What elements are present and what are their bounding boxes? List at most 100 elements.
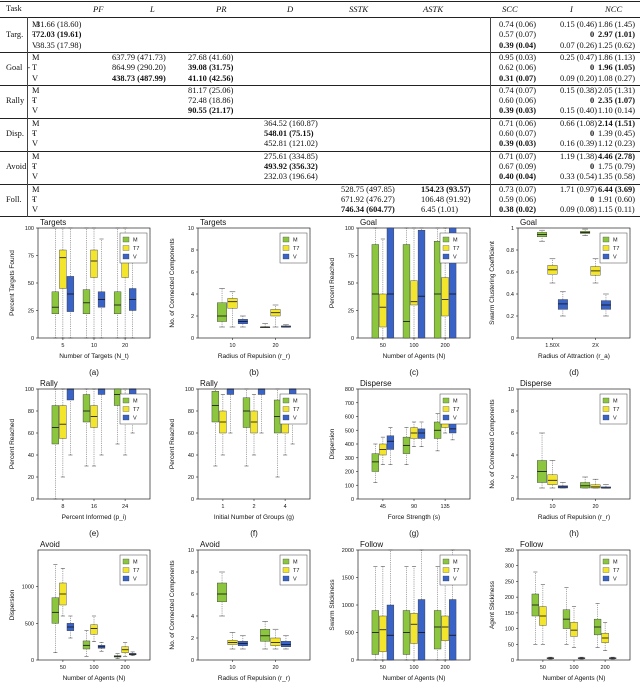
box-T	[59, 249, 67, 289]
legend-swatch-T	[122, 406, 130, 412]
row-variant: T	[32, 30, 38, 40]
legend-label: V	[453, 255, 457, 261]
table-cell-scc: 0.60 (0.07)	[499, 129, 536, 138]
table-cell-i: 0.07 (0.26)	[560, 40, 597, 50]
y-tick-label: 100	[25, 226, 34, 232]
table-cell-ncc: 6.44 (3.69)	[598, 184, 635, 194]
x-tick-label: 200	[121, 665, 130, 671]
legend-label: M	[133, 560, 138, 566]
table-cell-d: 232.03 (196.64)	[264, 172, 318, 182]
group-rule	[0, 51, 640, 53]
box-T	[59, 405, 67, 439]
y-tick-label: 2	[511, 475, 514, 481]
x-axis-label: Radius of Repulsion (r_r)	[218, 675, 290, 682]
legend-label: T7	[293, 407, 299, 413]
y-tick-label: 1	[511, 226, 514, 232]
y-tick-label: 0	[351, 658, 354, 664]
panel-caption: (f)	[250, 529, 258, 538]
table-cell-l: 637.79 (471.73)	[112, 52, 166, 62]
table-cell-pr: 27.68 (41.60)	[188, 52, 234, 62]
x-tick-label: 50	[380, 665, 386, 671]
legend-swatch-T	[602, 406, 610, 412]
panel-title: Goal	[520, 218, 537, 227]
legend-swatch-V	[282, 575, 290, 582]
table-cell-i: 0.66 (1.08)	[560, 118, 597, 128]
y-tick-label: 0	[191, 336, 194, 342]
group-label: Foll.	[6, 194, 22, 204]
box-M	[371, 244, 379, 339]
table-cell-astk: 6.45 (1.01)	[421, 205, 458, 215]
y-tick-label: 0.8	[506, 248, 514, 254]
table-header-task: Task	[6, 4, 22, 13]
group-dash: -	[27, 63, 31, 73]
panel-caption: (c)	[409, 368, 419, 377]
box-T	[270, 637, 281, 646]
panel-title: Targets	[40, 218, 66, 227]
box-M	[217, 302, 227, 322]
legend-label: M	[613, 399, 618, 405]
legend-label: V	[133, 255, 137, 261]
group-dash: -	[32, 30, 35, 40]
legend-swatch-M	[442, 236, 450, 243]
panel-title: Disperse	[360, 379, 392, 388]
y-tick-label: 1000	[22, 585, 34, 591]
y-tick-label: 80	[188, 409, 194, 415]
y-tick-label: 10	[188, 226, 194, 232]
y-tick-label: 50	[508, 642, 514, 648]
table-cell-i: 0	[590, 63, 595, 73]
table-cell-scc: 0.74 (0.07)	[499, 85, 536, 95]
y-axis-label: Agent Stickiness	[489, 580, 496, 629]
y-tick-label: 6	[191, 270, 194, 276]
table-cell-scc: 0.62 (0.06)	[499, 63, 536, 73]
y-tick-label: 75	[28, 254, 34, 260]
y-tick-label: 0.6	[506, 270, 514, 276]
group-dash: -	[32, 96, 35, 106]
table-cell-ncc: 2.14 (1.51)	[598, 118, 635, 128]
y-tick-label: 100	[25, 387, 34, 393]
x-axis-label: Force Strength (s)	[388, 514, 440, 521]
box-V	[386, 227, 395, 339]
x-tick-label: 8	[61, 504, 64, 510]
row-variant: T	[32, 161, 38, 171]
legend-swatch-M	[442, 397, 450, 404]
legend-swatch-M	[282, 397, 290, 404]
legend-label: V	[453, 577, 457, 583]
legend-swatch-M	[122, 236, 130, 243]
y-tick-label: 0	[191, 658, 194, 664]
y-axis-label: Dispersion	[9, 589, 16, 620]
y-tick-label: 0	[31, 658, 34, 664]
table-cell-scc: 0.60 (0.06)	[499, 96, 536, 106]
row-variant: T	[32, 96, 38, 106]
table-cell-i: 0	[590, 30, 595, 40]
box-T	[410, 613, 418, 644]
legend-swatch-V	[442, 575, 450, 582]
box-T	[90, 624, 98, 635]
x-tick-label: 4	[284, 504, 287, 510]
table-cell-ncc: 2.97 (1.01)	[598, 30, 635, 40]
group-label: Targ.	[6, 30, 24, 40]
legend-swatch-T	[602, 567, 610, 573]
y-tick-label: 10	[508, 387, 514, 393]
legend-swatch-V	[122, 253, 130, 260]
table-cell-i: 0.33 (0.54)	[560, 172, 597, 182]
box-V	[557, 299, 568, 310]
table-cell-i: 0.09 (0.08)	[560, 205, 597, 215]
legend-label: V	[133, 577, 137, 583]
legend-label: V	[293, 416, 297, 422]
table-cell-ncc: 1.08 (0.27)	[598, 73, 635, 83]
x-tick-label: 10	[229, 665, 235, 671]
x-tick-label: 20	[122, 343, 128, 349]
legend-label: M	[293, 238, 298, 244]
legend-label: T7	[453, 246, 459, 252]
y-axis-label: Swarm Stickiness	[329, 579, 336, 631]
x-tick-label: 24	[122, 504, 128, 510]
legend-label: M	[133, 399, 138, 405]
table-header-l: L	[150, 4, 155, 14]
y-tick-label: 10	[188, 548, 194, 554]
box-T	[410, 280, 418, 306]
group-rule	[0, 216, 640, 218]
box-M	[433, 241, 442, 339]
table-cell-astk: 154.23 (93.57)	[421, 184, 471, 194]
table-cell-scc: 0.40 (0.04)	[499, 172, 536, 182]
table-cell-i: 0	[590, 96, 595, 106]
